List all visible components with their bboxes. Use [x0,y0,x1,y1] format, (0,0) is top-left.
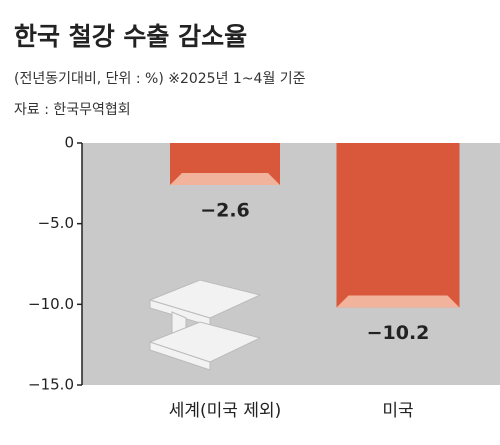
x-tick-label: 세계(미국 제외) [169,401,282,421]
bar [336,143,460,308]
y-tick-label: 0 [64,134,74,152]
bar-bevel [170,172,280,185]
y-tick-label: −10.0 [28,295,74,313]
x-tick-label: 미국 [382,401,413,421]
steel-beam-icon [148,279,262,371]
chart-title: 한국 철강 수출 감소율 [14,22,247,51]
value-label: −2.6 [200,199,250,221]
y-tick-label: −5.0 [38,214,74,232]
bar-bevel [336,295,460,308]
chart-source: 자료 : 한국무역협회 [14,102,131,118]
y-tick-label: −15.0 [28,376,74,394]
chart-subtitle: (전년동기대비, 단위 : %) ※2025년 1~4월 기준 [14,71,306,87]
value-label: −10.2 [367,322,430,344]
